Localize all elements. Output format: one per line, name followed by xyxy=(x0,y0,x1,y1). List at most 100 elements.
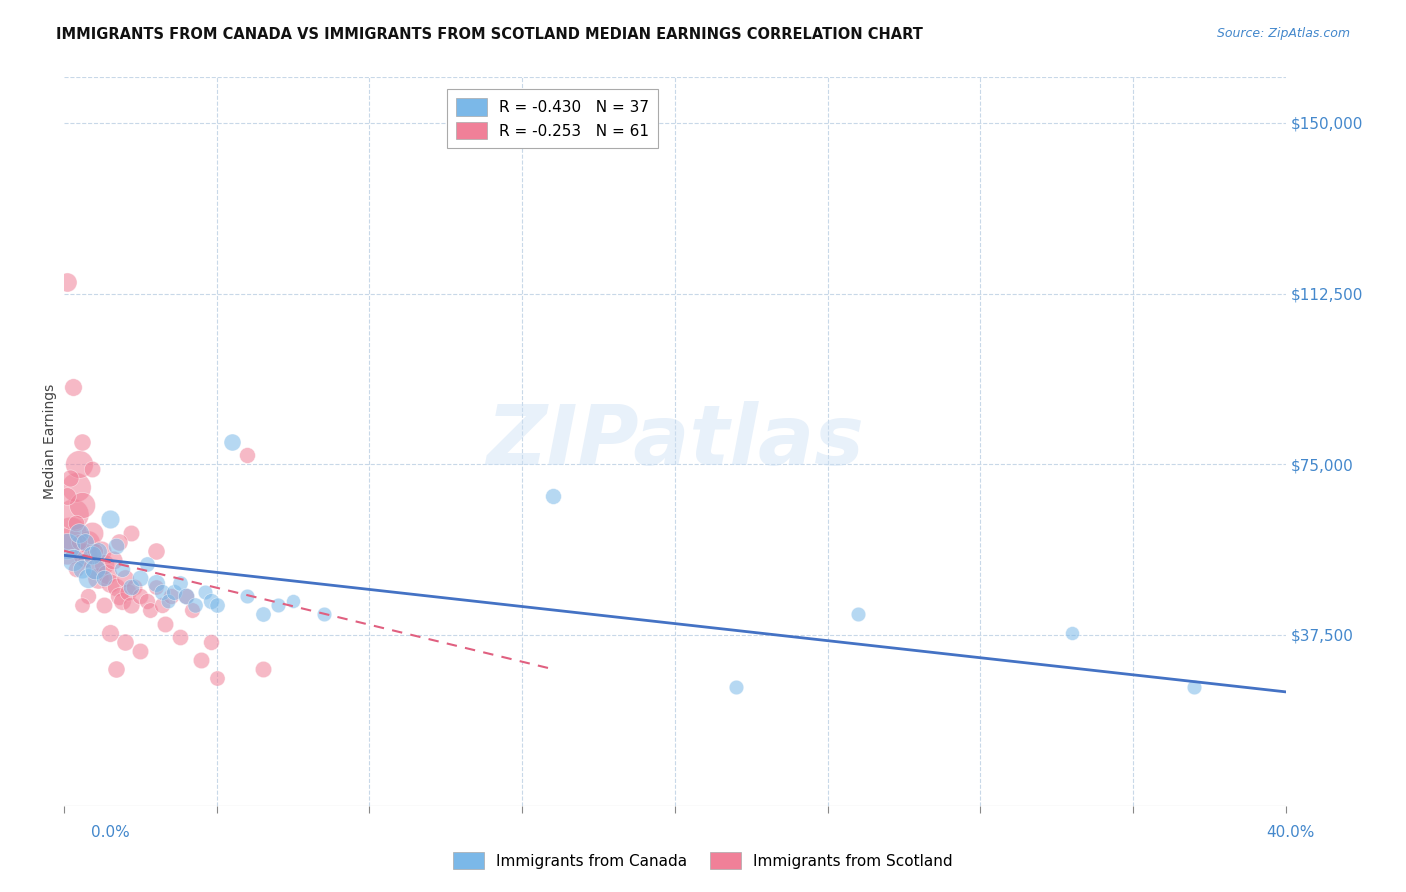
Point xyxy=(62,380,84,394)
Point xyxy=(93,599,115,613)
Point xyxy=(62,553,84,567)
Text: 0.0%: 0.0% xyxy=(91,825,131,840)
Point xyxy=(117,584,139,599)
Point xyxy=(62,508,84,522)
Point xyxy=(135,594,157,608)
Point xyxy=(108,534,131,549)
Point xyxy=(1182,681,1205,695)
Text: ZIPatlas: ZIPatlas xyxy=(486,401,863,482)
Point xyxy=(846,607,869,622)
Point xyxy=(184,599,207,613)
Point xyxy=(75,534,97,549)
Point xyxy=(145,580,167,594)
Point xyxy=(80,462,103,476)
Point xyxy=(200,594,222,608)
Point xyxy=(221,434,243,449)
Point xyxy=(150,599,173,613)
Point xyxy=(67,525,90,540)
Point xyxy=(120,580,142,594)
Point xyxy=(77,589,100,603)
Point xyxy=(65,516,87,531)
Point xyxy=(181,603,204,617)
Point xyxy=(108,589,131,603)
Point xyxy=(252,607,274,622)
Point xyxy=(252,662,274,676)
Point xyxy=(83,562,105,576)
Point xyxy=(59,525,82,540)
Point xyxy=(190,653,212,667)
Point xyxy=(56,539,79,553)
Point xyxy=(145,543,167,558)
Text: Source: ZipAtlas.com: Source: ZipAtlas.com xyxy=(1216,27,1350,40)
Point xyxy=(135,558,157,572)
Point xyxy=(72,562,94,576)
Point xyxy=(111,562,134,576)
Point xyxy=(120,525,142,540)
Point xyxy=(205,671,228,685)
Point xyxy=(65,562,87,576)
Point xyxy=(80,525,103,540)
Point xyxy=(104,539,127,553)
Text: IMMIGRANTS FROM CANADA VS IMMIGRANTS FROM SCOTLAND MEDIAN EARNINGS CORRELATION C: IMMIGRANTS FROM CANADA VS IMMIGRANTS FRO… xyxy=(56,27,924,42)
Point xyxy=(236,589,259,603)
Point xyxy=(160,589,183,603)
Point xyxy=(98,512,121,526)
Legend: R = -0.430   N = 37, R = -0.253   N = 61: R = -0.430 N = 37, R = -0.253 N = 61 xyxy=(447,88,658,148)
Point xyxy=(111,594,134,608)
Point xyxy=(153,616,176,631)
Point xyxy=(72,599,94,613)
Point xyxy=(156,594,179,608)
Point xyxy=(72,498,94,512)
Point xyxy=(56,539,79,553)
Point xyxy=(104,662,127,676)
Point xyxy=(200,635,222,649)
Point xyxy=(77,534,100,549)
Point xyxy=(236,448,259,462)
Point xyxy=(114,571,136,585)
Point xyxy=(541,489,564,503)
Point xyxy=(129,644,152,658)
Point xyxy=(205,599,228,613)
Point xyxy=(86,543,108,558)
Point xyxy=(724,681,747,695)
Point xyxy=(150,584,173,599)
Point xyxy=(281,594,304,608)
Point xyxy=(114,635,136,649)
Point xyxy=(77,571,100,585)
Point xyxy=(67,534,90,549)
Point xyxy=(98,625,121,640)
Point xyxy=(65,480,87,494)
Point xyxy=(267,599,290,613)
Point xyxy=(174,589,197,603)
Point xyxy=(1060,625,1083,640)
Point xyxy=(86,571,108,585)
Point xyxy=(120,599,142,613)
Point xyxy=(56,275,79,289)
Point xyxy=(169,575,191,590)
Point xyxy=(193,584,215,599)
Point xyxy=(138,603,160,617)
Point xyxy=(59,471,82,485)
Point xyxy=(83,543,105,558)
Point xyxy=(75,549,97,563)
Point xyxy=(124,580,146,594)
Point xyxy=(93,558,115,572)
Point xyxy=(75,553,97,567)
Text: 40.0%: 40.0% xyxy=(1267,825,1315,840)
Point xyxy=(80,549,103,563)
Point xyxy=(101,553,124,567)
Point xyxy=(93,571,115,585)
Point xyxy=(163,584,186,599)
Y-axis label: Median Earnings: Median Earnings xyxy=(44,384,58,500)
Point xyxy=(129,589,152,603)
Point xyxy=(129,571,152,585)
Point xyxy=(145,575,167,590)
Point xyxy=(96,566,118,581)
Point xyxy=(98,575,121,590)
Point xyxy=(67,458,90,472)
Legend: Immigrants from Canada, Immigrants from Scotland: Immigrants from Canada, Immigrants from … xyxy=(447,846,959,875)
Point xyxy=(56,489,79,503)
Point xyxy=(83,562,105,576)
Point xyxy=(312,607,335,622)
Point xyxy=(72,434,94,449)
